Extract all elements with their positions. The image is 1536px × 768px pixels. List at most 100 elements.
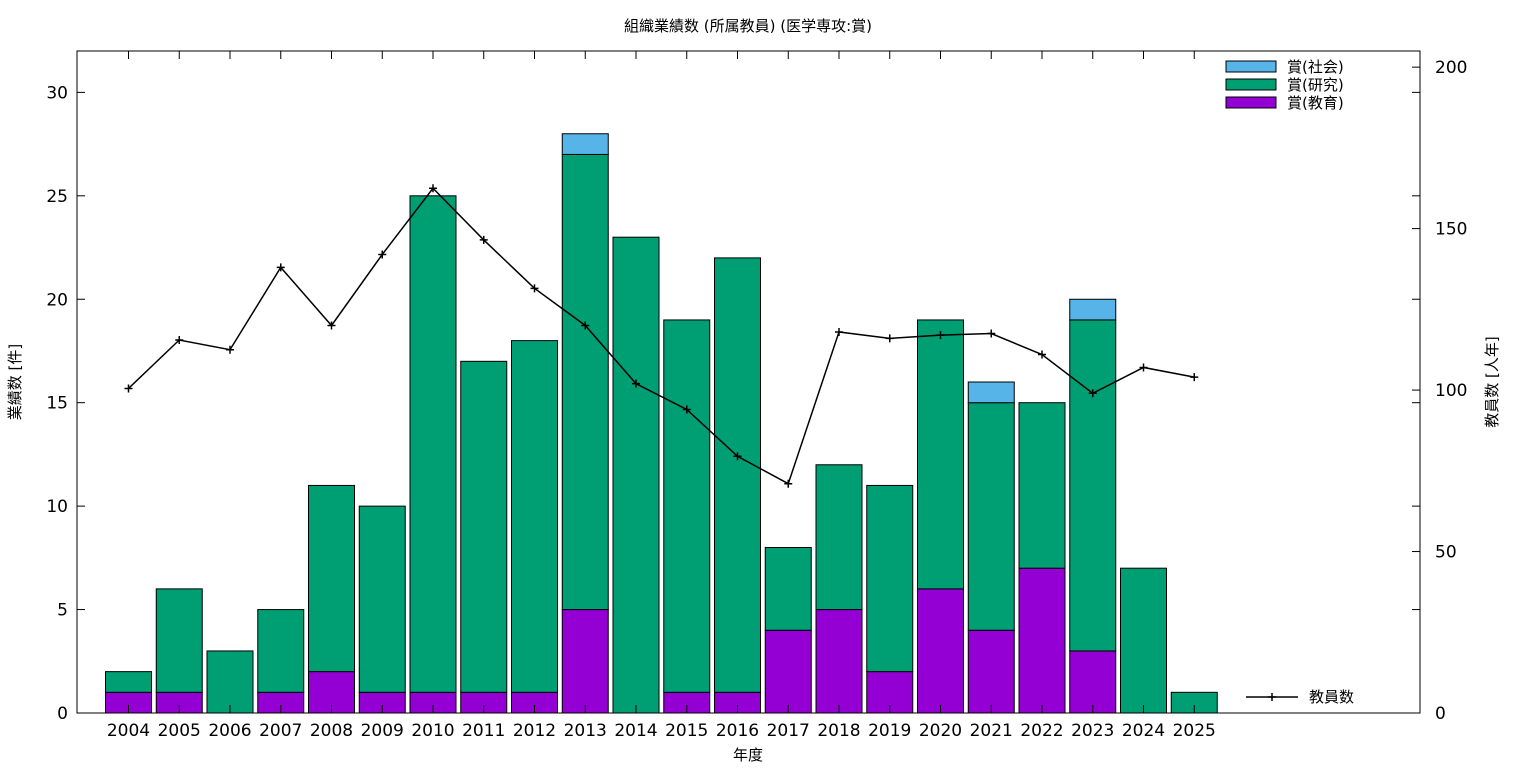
- line-point: [581, 321, 590, 330]
- bar-segment: [1120, 567, 1167, 714]
- x-tick-label: 2022: [1020, 721, 1063, 741]
- bar-segment: [815, 464, 863, 611]
- line-point: [530, 284, 539, 293]
- y2-tick-label: 200: [1435, 58, 1467, 78]
- bar-segment: [815, 609, 863, 714]
- x-axis-label: 年度: [733, 746, 763, 764]
- y2-axis-label: 教員数 [人年]: [1483, 336, 1501, 427]
- y-tick-label: 15: [46, 394, 68, 414]
- bar-segment: [714, 257, 761, 693]
- line-point: [1190, 373, 1199, 382]
- x-tick-label: 2009: [361, 721, 404, 741]
- bar-segment: [1018, 567, 1066, 714]
- y-tick-label: 0: [57, 704, 68, 724]
- bar-segment: [561, 133, 609, 155]
- x-tick-label: 2013: [564, 721, 607, 741]
- bar-segment: [511, 340, 558, 693]
- legend-label: 賞(社会): [1287, 58, 1344, 76]
- x-tick-label: 2024: [1122, 721, 1165, 741]
- bar-segment: [1069, 650, 1117, 714]
- x-tick-label: 2011: [462, 721, 505, 741]
- legend-label: 賞(研究): [1287, 76, 1344, 94]
- line-layer: [124, 184, 1199, 488]
- bar-segment: [967, 381, 1015, 404]
- bar-segment: [409, 195, 457, 693]
- x-tick-label: 2004: [107, 721, 150, 741]
- legend-swatch: [1225, 60, 1277, 73]
- line-point: [682, 405, 691, 414]
- bar-segment: [612, 236, 660, 714]
- y-tick-label: 25: [46, 187, 68, 207]
- x-tick-label: 2019: [868, 721, 911, 741]
- line-point: [784, 479, 793, 488]
- line-point: [987, 329, 996, 338]
- bar-segment: [105, 671, 152, 693]
- bar-segment: [1018, 402, 1066, 569]
- line-series-path: [127, 187, 1195, 485]
- bar-segment: [967, 402, 1015, 631]
- right-axis: 0 50 100 150 200: [1412, 58, 1467, 724]
- y-tick-label: 10: [46, 497, 68, 517]
- bar-segment: [561, 609, 609, 714]
- legend-swatch: [1225, 96, 1277, 109]
- line-point: [327, 321, 336, 330]
- plot-frame: [76, 50, 1421, 714]
- bar-segment: [764, 629, 812, 714]
- line-point: [936, 331, 945, 340]
- x-tick-label: 2008: [310, 721, 353, 741]
- line-point: [1139, 363, 1148, 372]
- line-point: [378, 250, 387, 259]
- y-tick-label: 5: [57, 601, 68, 621]
- y-axis-label: 業績数 [件]: [6, 344, 24, 420]
- bar-segment: [764, 547, 812, 631]
- line-point: [835, 327, 843, 336]
- legend-line-label: 教員数: [1309, 688, 1354, 706]
- bar-segment: [866, 484, 914, 673]
- x-tick-label: 2006: [208, 721, 251, 741]
- bar-segment: [1069, 298, 1117, 321]
- x-axis: 2004 2005 2006 2007 2008 2009 2010 2011 2012 2013…: [107, 51, 1216, 741]
- bar-segment: [358, 505, 406, 693]
- x-tick-label: 2020: [919, 721, 962, 741]
- x-tick-label: 2016: [716, 721, 759, 741]
- line-point: [175, 336, 184, 345]
- line-point: [226, 345, 234, 354]
- line-point: [885, 334, 894, 343]
- y-tick-label: 20: [46, 290, 68, 310]
- y2-tick-label: 100: [1435, 381, 1467, 401]
- line-point: [1038, 350, 1046, 359]
- y2-tick-label: 150: [1435, 220, 1467, 240]
- bar-segment: [917, 588, 964, 714]
- bar-segment: [663, 319, 711, 693]
- bar-segment: [1069, 319, 1117, 652]
- line-point: [479, 235, 488, 244]
- bar-segment: [561, 153, 609, 611]
- bar-layer: [105, 133, 1218, 714]
- line-point: [124, 384, 133, 393]
- x-tick-label: 2014: [614, 721, 657, 741]
- bar-segment: [155, 588, 203, 693]
- line-point: [733, 452, 742, 461]
- bar-segment: [308, 484, 355, 673]
- line-point: [276, 263, 285, 272]
- legend: 賞(社会)賞(研究)賞(教育) 教員数: [1225, 58, 1354, 706]
- y2-tick-label: 50: [1435, 543, 1457, 563]
- line-point: [1088, 389, 1097, 398]
- chart-title: 組織業績数 (所属教員) (医学専攻:賞): [624, 17, 872, 35]
- x-tick-label: 2005: [158, 721, 201, 741]
- legend-label: 賞(教育): [1287, 94, 1344, 112]
- x-tick-label: 2021: [970, 721, 1013, 741]
- x-tick-label: 2017: [767, 721, 810, 741]
- x-tick-label: 2015: [665, 721, 708, 741]
- bar-segment: [917, 319, 964, 590]
- x-tick-label: 2012: [513, 721, 556, 741]
- line-point: [632, 379, 640, 388]
- y-tick-label: 30: [46, 83, 68, 103]
- bar-segment: [460, 360, 508, 693]
- x-tick-label: 2007: [259, 721, 302, 741]
- line-point: [429, 184, 437, 193]
- x-tick-label: 2010: [411, 721, 454, 741]
- y2-tick-label: 0: [1435, 704, 1446, 724]
- bar-segment: [257, 609, 305, 693]
